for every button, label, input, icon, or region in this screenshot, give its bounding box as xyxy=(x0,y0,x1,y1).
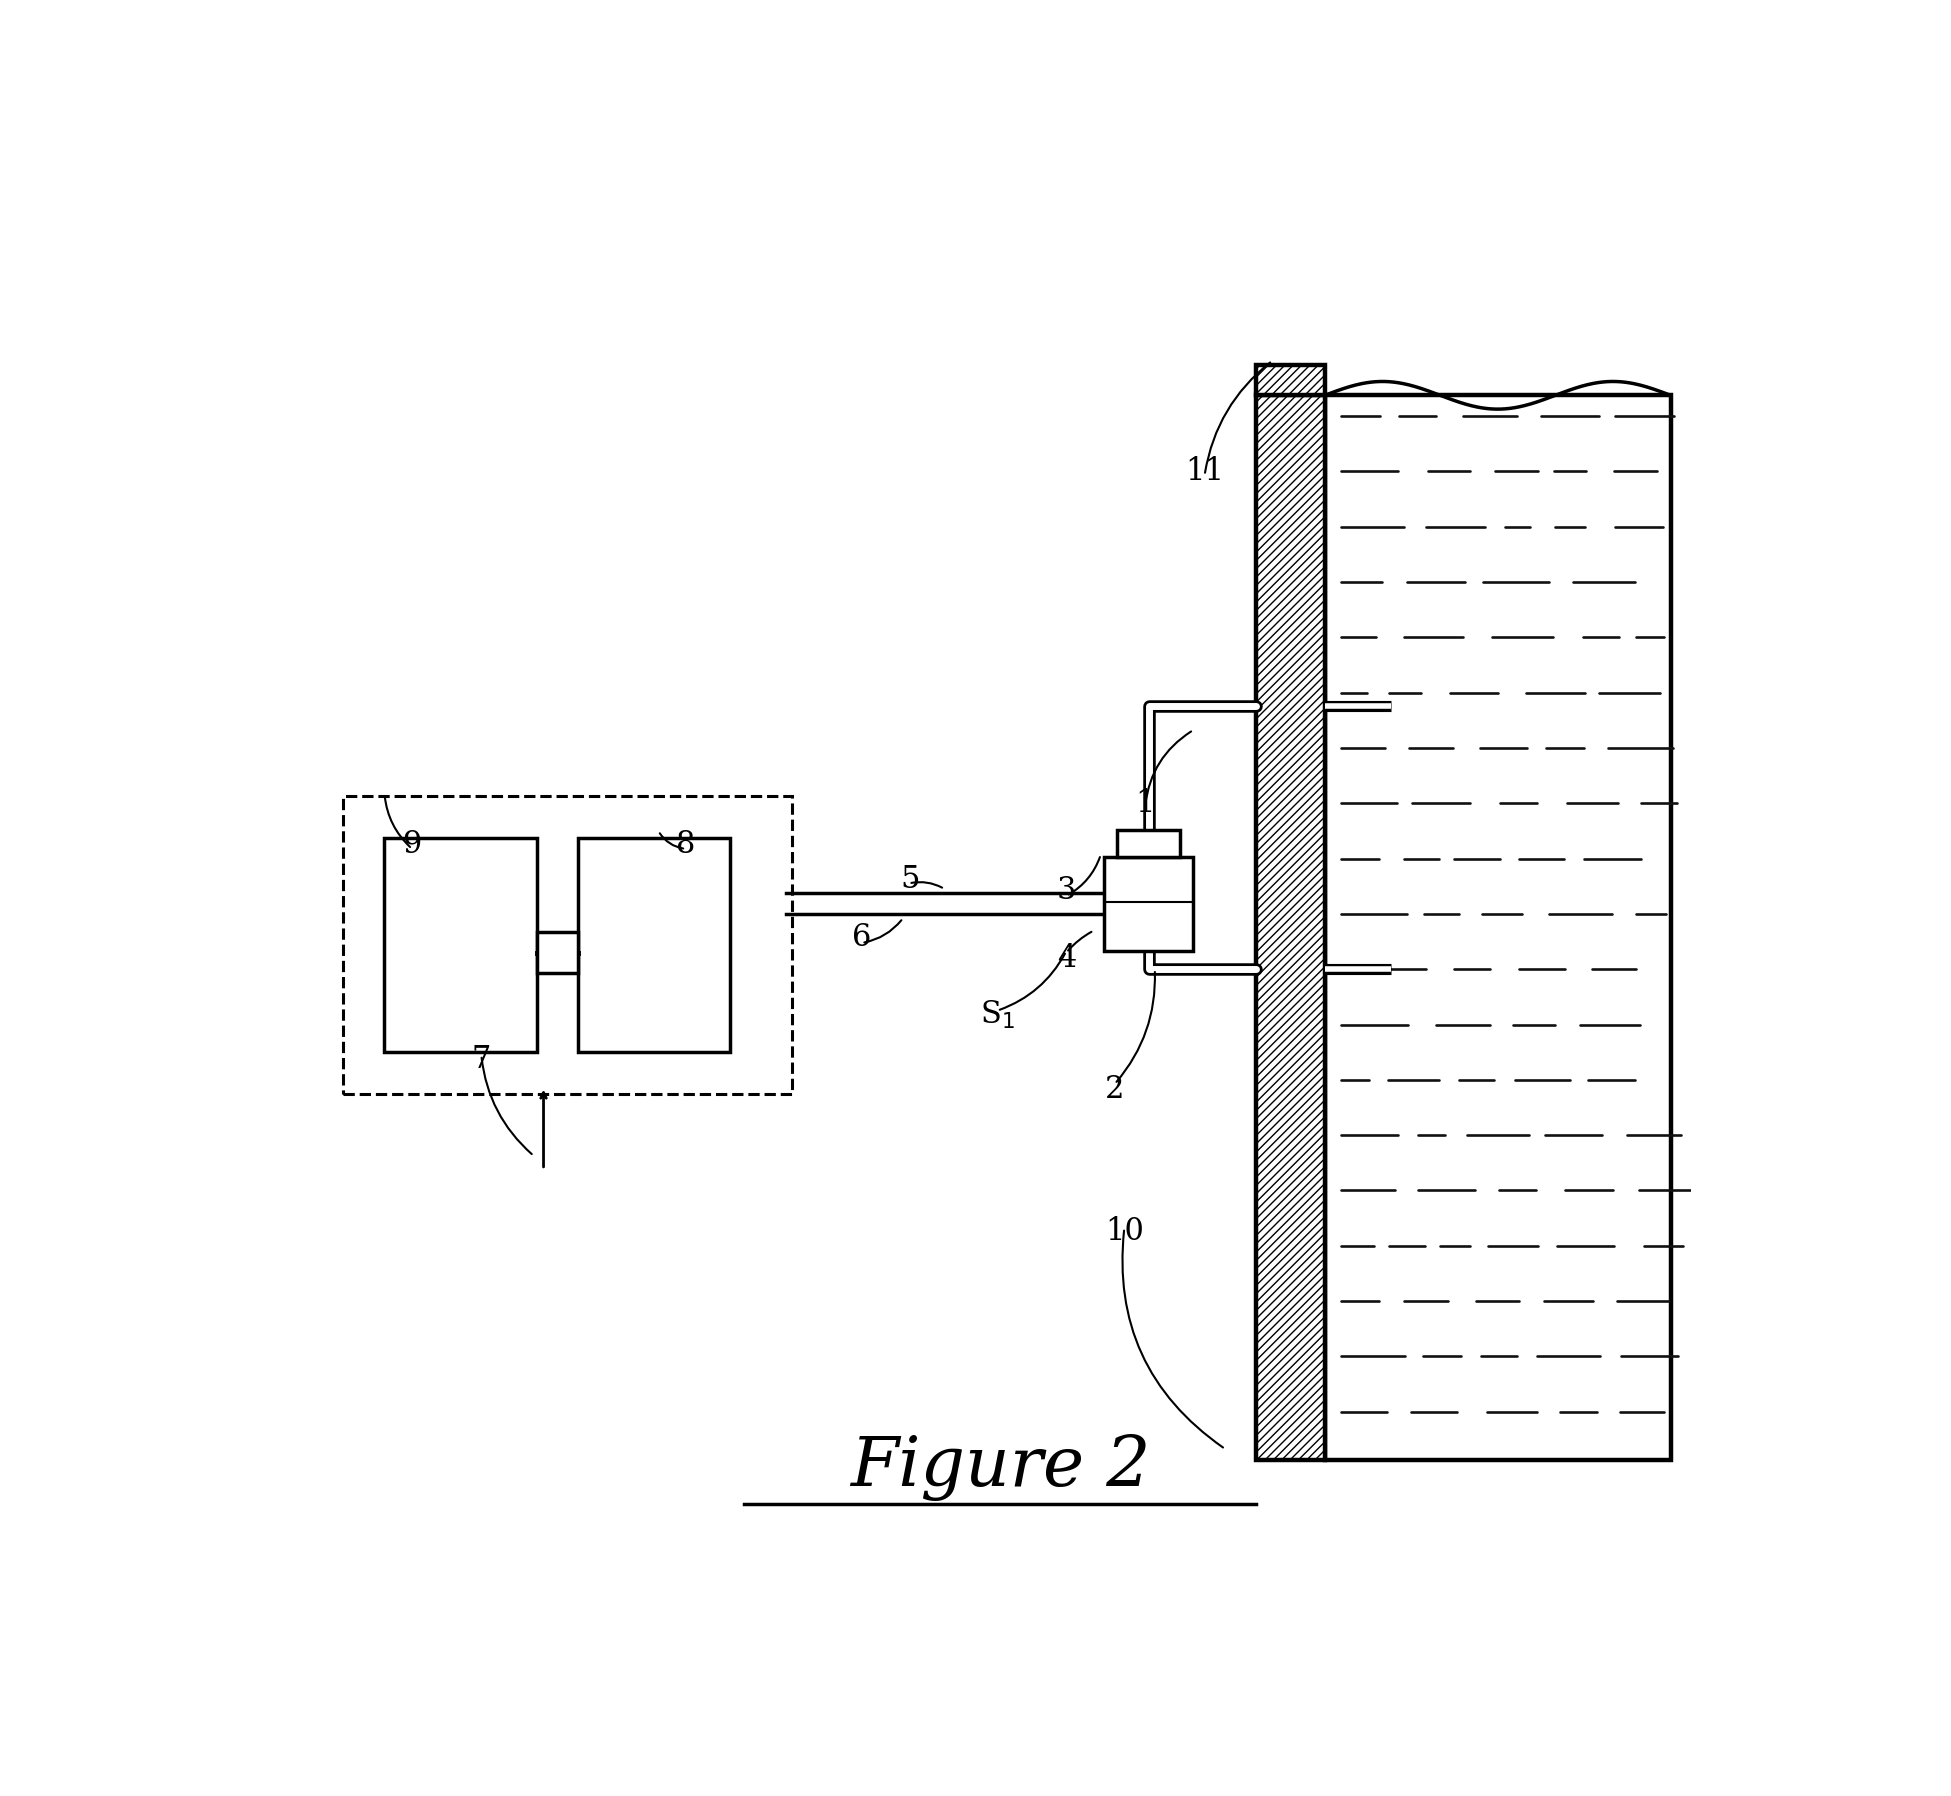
Bar xyxy=(1104,857,1194,952)
Bar xyxy=(577,837,730,1052)
Bar xyxy=(384,837,537,1052)
Text: 1: 1 xyxy=(1135,788,1155,819)
Text: Figure 2: Figure 2 xyxy=(849,1433,1151,1501)
Text: 3: 3 xyxy=(1057,875,1077,905)
Text: S$_1$: S$_1$ xyxy=(979,999,1015,1031)
Text: 5: 5 xyxy=(899,864,919,894)
Text: 9: 9 xyxy=(402,830,421,860)
Text: 2: 2 xyxy=(1104,1074,1124,1105)
Bar xyxy=(1325,395,1670,1460)
Bar xyxy=(1256,395,1325,1460)
Text: 8: 8 xyxy=(677,830,697,860)
Text: 11: 11 xyxy=(1184,456,1223,487)
Bar xyxy=(1256,395,1325,1460)
Bar xyxy=(1256,365,1325,395)
Bar xyxy=(1118,830,1180,857)
Text: 4: 4 xyxy=(1057,943,1075,973)
Text: 10: 10 xyxy=(1104,1216,1143,1248)
Text: 7: 7 xyxy=(472,1043,492,1074)
Text: 6: 6 xyxy=(853,921,872,954)
Bar xyxy=(1256,365,1325,395)
Bar xyxy=(537,932,577,973)
Bar xyxy=(343,796,792,1094)
